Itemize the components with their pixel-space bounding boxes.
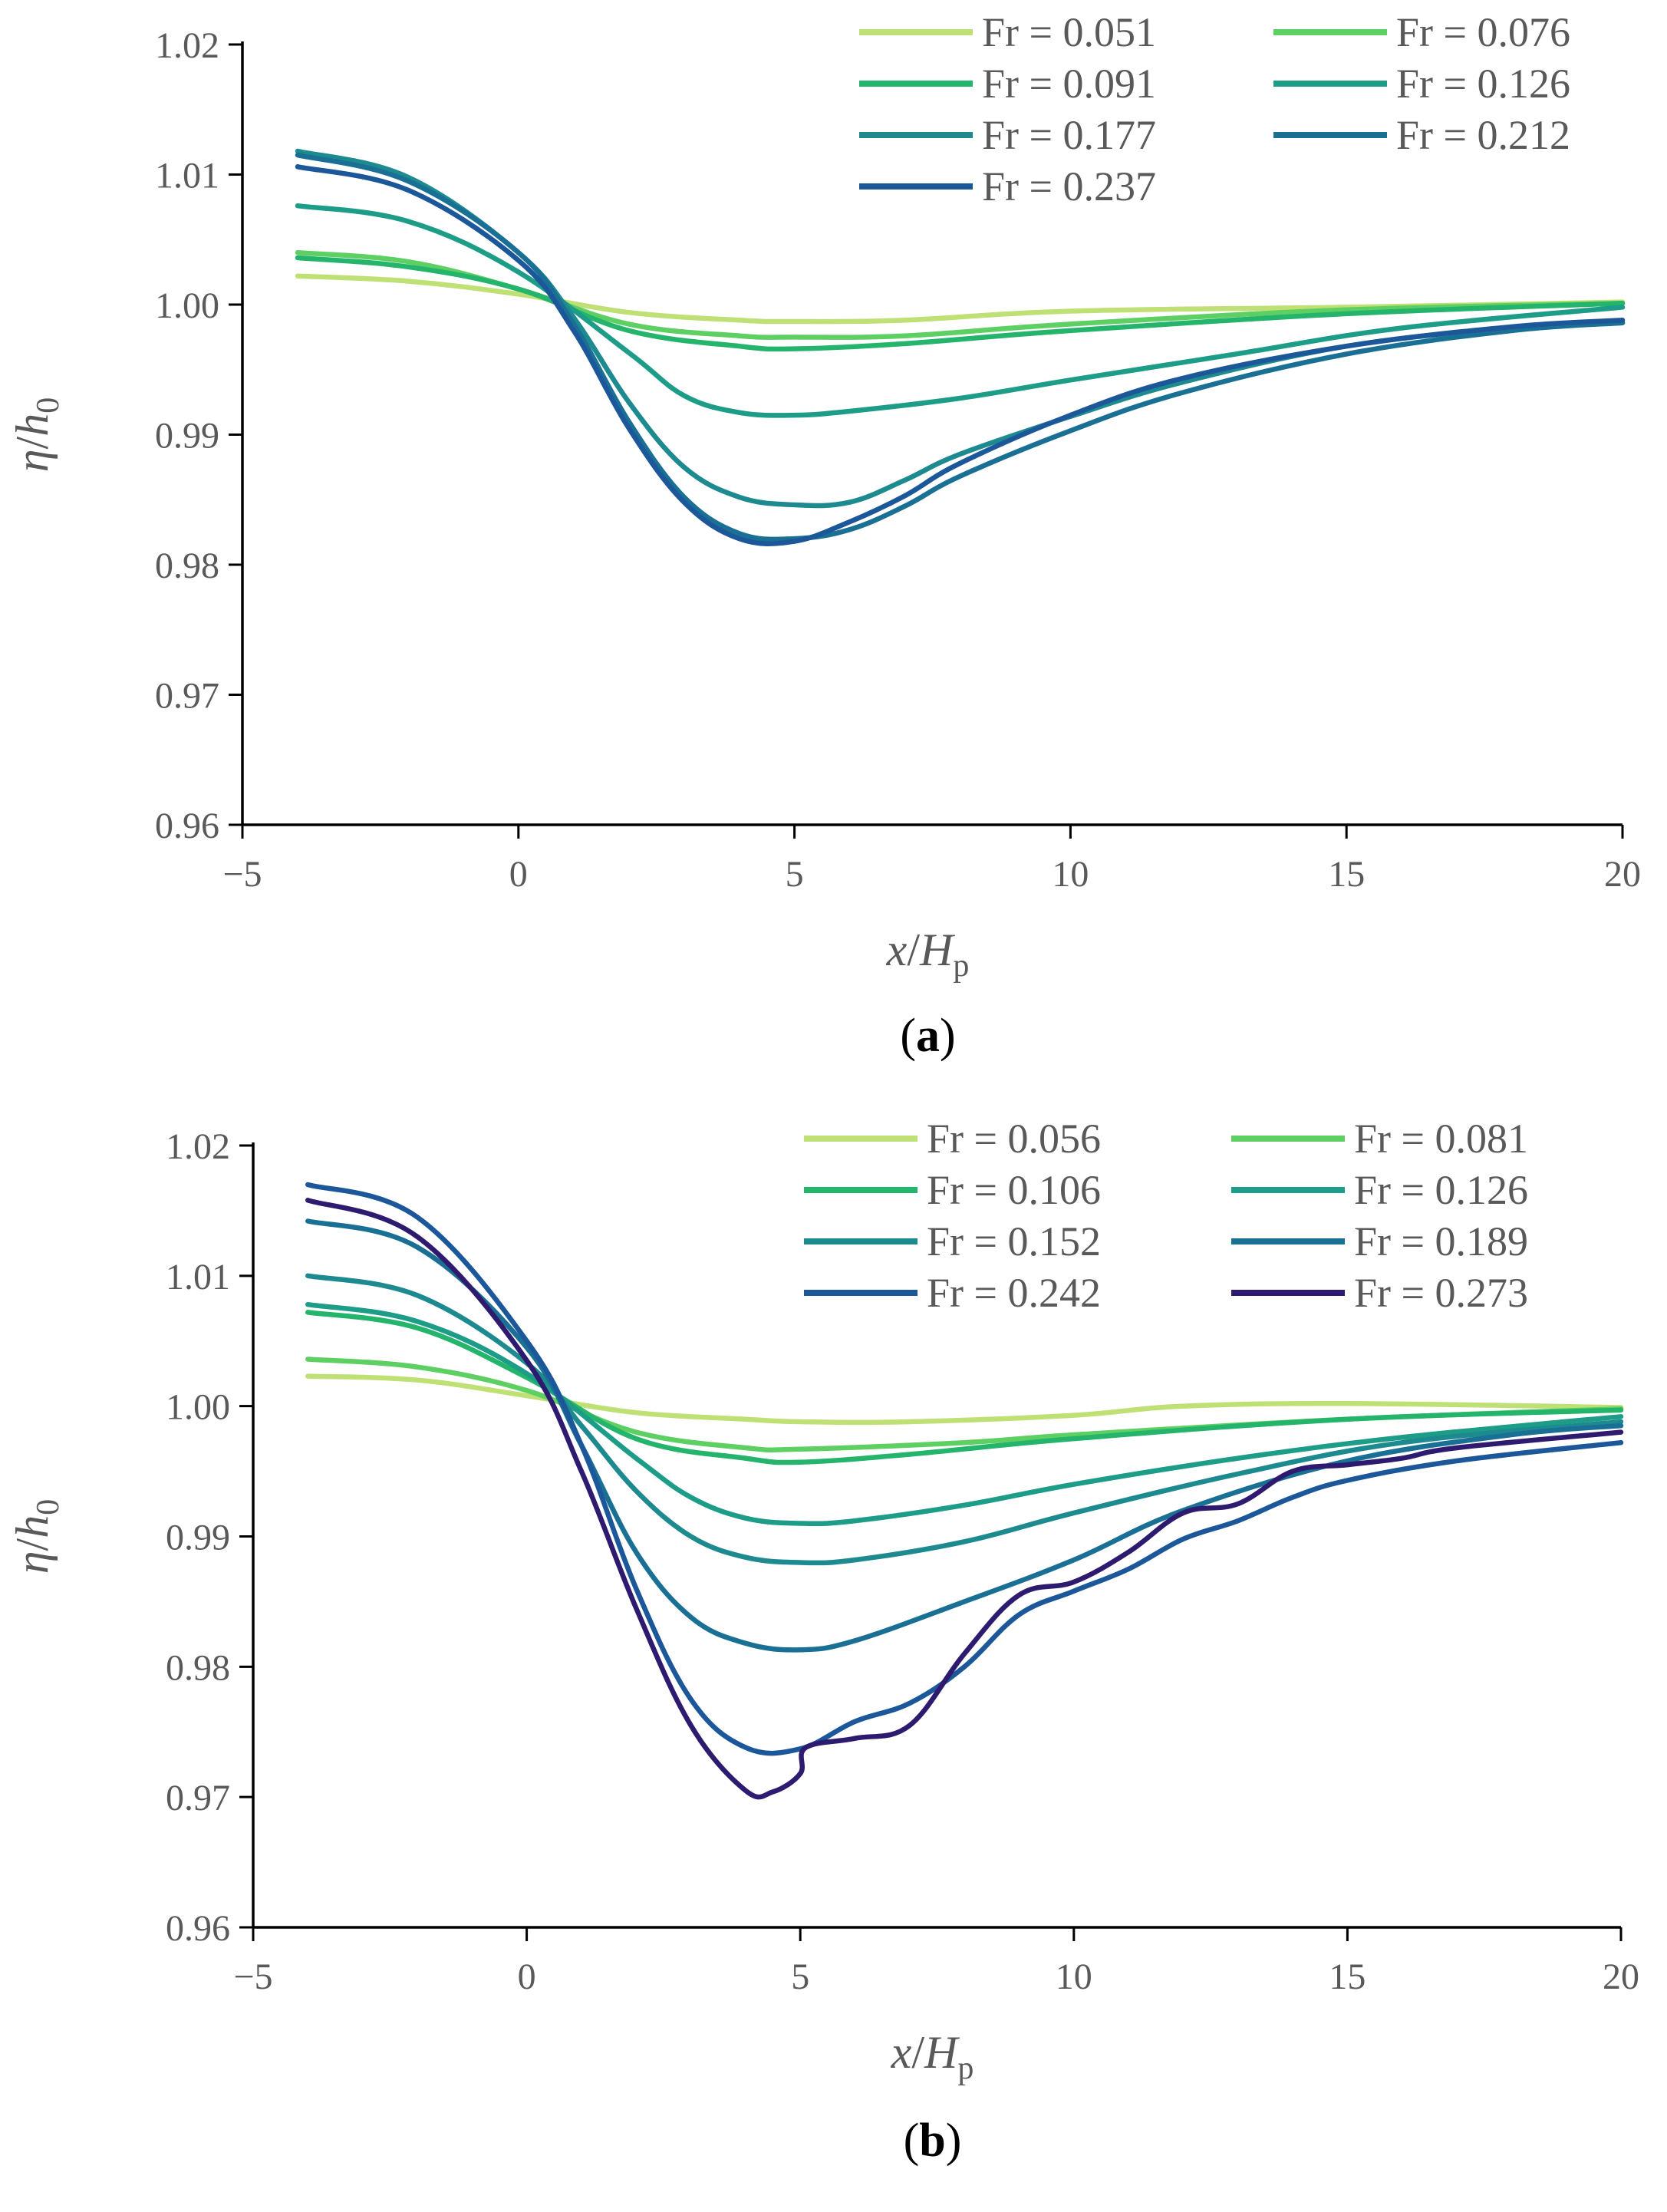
legend-label: Fr = 0.237 [982, 163, 1156, 209]
x-tick-label: 20 [1604, 854, 1641, 895]
y-tick-label: 0.97 [155, 676, 219, 717]
legend-label: Fr = 0.056 [927, 1116, 1101, 1162]
y-tick-label: 1.02 [166, 1126, 230, 1167]
y-tick-label: 1.01 [166, 1257, 230, 1297]
x-tick-label: 5 [786, 854, 804, 895]
x-tick-label: 20 [1603, 1957, 1639, 1997]
series-line-8 [305, 1198, 1624, 1800]
legend-label: Fr = 0.273 [1354, 1270, 1528, 1316]
legend-label: Fr = 0.212 [1396, 112, 1570, 158]
y-tick-label: 0.96 [166, 1908, 230, 1949]
y-tick-label: 1.00 [166, 1387, 230, 1428]
legend-label: Fr = 0.076 [1396, 9, 1570, 55]
chart-panel-a: 0.96 0.97 0.98 0.99 1.00 1.01 1.02 −5 0 5 10 15 20 Fr… [7, 9, 1641, 1062]
x-tick-label: 15 [1329, 1957, 1366, 1997]
series-line-4 [305, 1301, 1624, 1527]
legend-label: Fr = 0.081 [1354, 1116, 1528, 1162]
y-tick-label: 0.97 [166, 1778, 230, 1818]
y-tick-label: 0.96 [155, 806, 219, 846]
y-tick-label: 1.00 [155, 285, 219, 326]
series-line-3 [295, 255, 1626, 352]
legend-label: Fr = 0.091 [982, 61, 1156, 107]
series-line-5 [295, 148, 1626, 509]
legend-label: Fr = 0.126 [1354, 1167, 1528, 1213]
x-tick-label: 5 [791, 1957, 809, 1997]
y-axis-title: η/h0 [7, 397, 66, 472]
x-tick-label: 0 [518, 1957, 536, 1997]
series-line-7 [305, 1182, 1624, 1756]
legend-label: Fr = 0.152 [927, 1218, 1101, 1264]
x-tick-label: 10 [1056, 1957, 1092, 1997]
legend-label: Fr = 0.051 [982, 9, 1156, 55]
x-axis-title: x/Hp [891, 2027, 974, 2086]
x-axis-title: x/Hp [886, 925, 970, 984]
series-line-1 [305, 1373, 1624, 1426]
panel-label: (a) [900, 1010, 955, 1062]
y-tick-label: 1.01 [155, 156, 219, 196]
y-tick-label: 1.02 [155, 25, 219, 66]
chart-panel-b: 0.96 0.97 0.98 0.99 1.00 1.01 1.02 −5 0 5 10 15 20 Fr… [7, 1116, 1639, 2167]
y-tick-label: 0.99 [166, 1518, 230, 1558]
series-line-6 [295, 152, 1626, 542]
y-tick-label: 0.98 [166, 1647, 230, 1688]
panel-label: (b) [904, 2115, 962, 2167]
legend-label: Fr = 0.106 [927, 1167, 1101, 1213]
y-axis-title: η/h0 [7, 1499, 66, 1574]
series-line-7 [295, 164, 1626, 547]
legend-label: Fr = 0.242 [927, 1270, 1101, 1316]
series-line-1 [295, 273, 1626, 325]
legend-label: Fr = 0.177 [982, 112, 1156, 158]
x-tick-label: 10 [1052, 854, 1089, 895]
x-tick-label: 0 [509, 854, 528, 895]
legend-label: Fr = 0.189 [1354, 1218, 1528, 1264]
x-tick-label: −5 [222, 854, 262, 895]
x-tick-label: −5 [233, 1957, 272, 1997]
series-line-4 [295, 203, 1626, 418]
y-tick-label: 0.99 [155, 416, 219, 457]
legend-label: Fr = 0.126 [1396, 61, 1570, 107]
x-tick-label: 15 [1328, 854, 1365, 895]
y-tick-label: 0.98 [155, 546, 219, 586]
series-line-3 [305, 1310, 1624, 1465]
